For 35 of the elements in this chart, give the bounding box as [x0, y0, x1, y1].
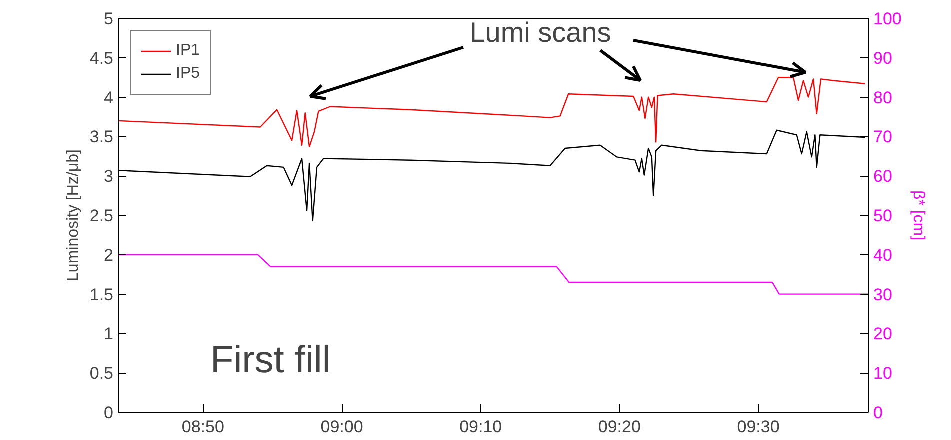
y-tick-label: 4 — [104, 88, 114, 108]
y2-tick-label: 0 — [874, 404, 883, 422]
x-tick-label: 09:00 — [320, 418, 364, 436]
legend-label: IP5 — [176, 65, 200, 83]
y-tick-label: 5 — [104, 10, 114, 28]
annotation: First fill — [210, 340, 331, 382]
y-tick-label: 4.5 — [90, 48, 114, 68]
y-tick-label: 2 — [104, 246, 114, 265]
legend-label: IP1 — [176, 42, 200, 60]
y-axis-title: Luminosity [Hz/μb] — [64, 150, 82, 282]
line-series — [118, 77, 866, 148]
y-tick-label: 2.5 — [90, 206, 114, 226]
x-tick-label: 09:10 — [460, 418, 502, 436]
y2-tick-label: 10 — [874, 364, 892, 384]
y2-tick-label: 50 — [874, 206, 892, 226]
y2-axis-title: β* [cm] — [910, 190, 927, 241]
x-tick-label: 08:50 — [182, 418, 224, 436]
annotation: Lumi scans — [470, 17, 612, 48]
y-tick-label: 0 — [104, 404, 114, 422]
y2-tick-label: 70 — [874, 128, 892, 147]
x-tick-label: 09:30 — [737, 418, 780, 436]
y-tick-label: 1.5 — [90, 285, 114, 304]
y-tick-label: 1 — [104, 324, 114, 344]
y2-tick-label: 90 — [874, 48, 892, 68]
y-tick-label: 3 — [104, 167, 114, 186]
y2-tick-label: 60 — [874, 167, 892, 186]
y2-tick-label: 20 — [874, 324, 892, 344]
y2-tick-label: 30 — [874, 285, 892, 304]
line-series — [118, 254, 868, 295]
y2-tick-label: 100 — [874, 10, 902, 28]
x-tick-label: 09:20 — [598, 418, 641, 436]
y2-tick-label: 80 — [874, 88, 892, 108]
y-tick-label: 0.5 — [90, 364, 114, 384]
y2-tick-label: 40 — [874, 246, 892, 265]
y-tick-label: 3.5 — [90, 128, 114, 147]
